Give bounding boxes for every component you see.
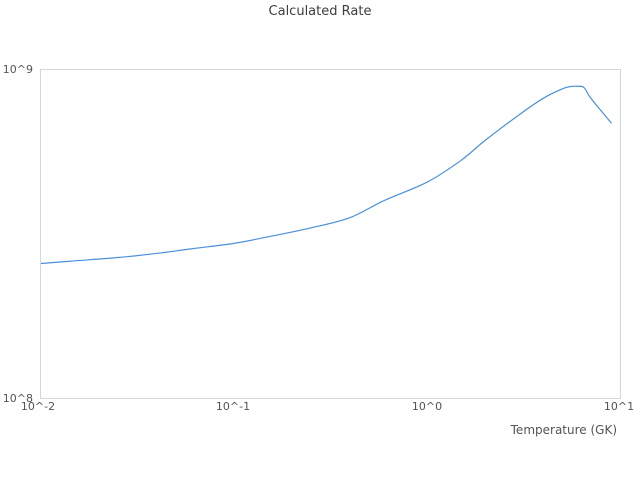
rate-curve-line: [41, 85, 612, 265]
x-tick-label-1e-1: 10^-1: [215, 400, 251, 413]
x-tick-label-1e1: 10^1: [603, 400, 635, 413]
rate-curve-svg: [41, 85, 612, 265]
y-tick-label-1e8: 10^8: [2, 392, 33, 405]
plot-area: [40, 69, 621, 399]
x-axis-title: Temperature (GK): [510, 423, 617, 437]
chart-title: Calculated Rate: [268, 4, 372, 19]
x-tick-label-1e0: 10^0: [411, 400, 443, 413]
y-tick-label-1e9: 10^9: [2, 63, 33, 76]
x-tick-label-1e-2: 10^-2: [20, 400, 56, 413]
